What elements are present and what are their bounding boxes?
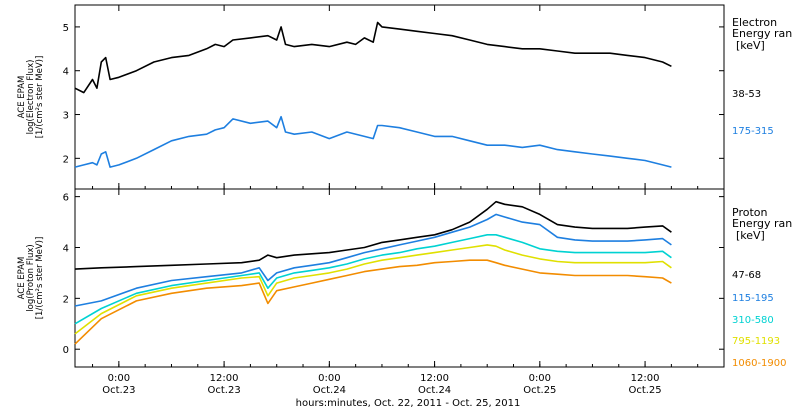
legend-label-310-580: 310-580	[732, 315, 774, 326]
y-tick-label: 4	[63, 243, 69, 254]
y-tick-label: 0	[63, 345, 69, 356]
legend-label-47-68: 47-68	[732, 270, 761, 281]
x-tick-time: 0:00	[318, 373, 340, 384]
legend-label-38-53: 38-53	[732, 89, 761, 100]
y-axis-label-line: [1/(cm²s ster MeV)]	[35, 237, 45, 320]
x-tick-day: Oct.24	[418, 385, 451, 396]
y-axis-label-line: log(Proton Flux)	[26, 244, 36, 311]
legend-label-1060-1900: 1060-1900	[732, 358, 787, 369]
x-tick-day: Oct.24	[313, 385, 346, 396]
y-tick-label: 3	[63, 111, 69, 122]
y-tick-label: 4	[63, 67, 69, 78]
y-tick-label: 5	[63, 23, 69, 34]
y-axis-label-line: ACE EPAM	[17, 257, 27, 300]
y-axis-label: ACE EPAM log(Proton Flux) [1/(cm²s ster Me…	[17, 237, 45, 320]
x-tick-day: Oct.25	[523, 385, 556, 396]
series-line-115-195	[74, 213, 672, 307]
y-tick-label: 6	[63, 193, 69, 204]
legend-unit: [keV]	[736, 39, 765, 52]
x-tick-time: 12:00	[631, 373, 660, 384]
legend-label-115-195: 115-195	[732, 293, 774, 304]
y-axis-label: ACE EPAM log(Electron Flux) [1/(cm²s ster …	[17, 56, 45, 139]
time-axis: 0:00Oct.2312:00Oct.230:00Oct.2412:00Oct.…	[102, 373, 661, 396]
x-tick-time: 0:00	[529, 373, 551, 384]
series-line-1060-1900	[74, 259, 672, 345]
proton-panel: 0 2 4 6 ACE EPAM log(Proton Flux) [1/(cm²s ste…	[17, 188, 792, 369]
series-line-310-580	[74, 234, 672, 325]
legend-title: Electron	[732, 16, 777, 29]
x-tick-day: Oct.23	[102, 385, 135, 396]
y-axis-label-line: log(Electron Flux)	[26, 60, 36, 135]
electron-panel: 2 3 4 5 ACE EPAM log(Electron Flux) [1/(cm²s s…	[17, 4, 792, 190]
y-tick-label: 2	[63, 294, 69, 305]
legend-unit: [keV]	[736, 229, 765, 242]
series-line-795-1193	[74, 244, 672, 335]
y-axis-label-line: [1/(cm²s ster MeV)]	[35, 56, 45, 139]
y-axis-label-line: ACE EPAM	[17, 76, 27, 119]
x-tick-day: Oct.25	[628, 385, 661, 396]
legend-subtitle: Energy ran	[732, 217, 792, 230]
series-line-47-68	[74, 200, 672, 270]
x-axis-title: hours:minutes, Oct. 22, 2011 - Oct. 25, …	[296, 398, 521, 409]
plot-frame	[74, 188, 725, 368]
series-line-38-53	[74, 21, 672, 94]
y-tick-label: 2	[63, 154, 69, 165]
x-tick-time: 12:00	[210, 373, 239, 384]
legend-label-795-1193: 795-1193	[732, 336, 780, 347]
plot-frame	[74, 4, 725, 190]
legend-label-175-315: 175-315	[732, 126, 774, 137]
series-line-175-315	[74, 115, 672, 168]
legend-subtitle: Energy ran	[732, 27, 792, 40]
x-tick-time: 0:00	[108, 373, 130, 384]
x-tick-day: Oct.23	[207, 385, 240, 396]
x-tick-time: 12:00	[420, 373, 449, 384]
legend-title: Proton	[732, 206, 767, 219]
